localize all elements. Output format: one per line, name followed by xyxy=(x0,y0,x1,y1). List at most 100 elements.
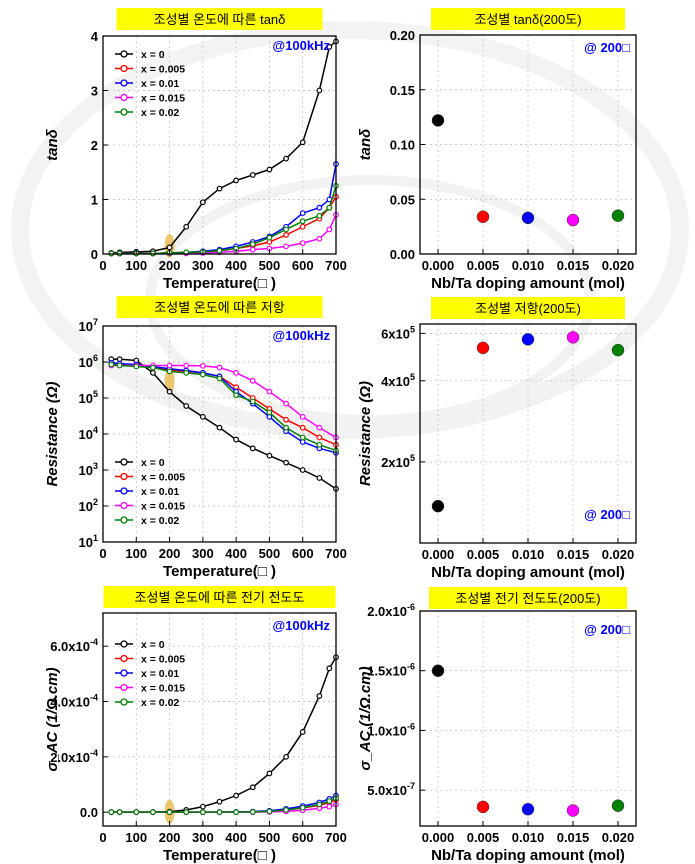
data-point xyxy=(521,333,535,346)
data-point xyxy=(316,204,323,211)
x-tick-label: 0.005 xyxy=(467,258,500,273)
x-tick-label: 700 xyxy=(325,258,347,273)
x-axis-label: Temperature(□ ) xyxy=(163,847,276,864)
legend-marker xyxy=(120,50,128,58)
chart-title-box xyxy=(429,587,627,609)
data-point xyxy=(316,801,323,808)
x-tick-label: 700 xyxy=(325,830,347,845)
y-tick-label: 0 xyxy=(91,247,98,262)
annotation-label: @ 200□ xyxy=(584,507,630,522)
x-tick-label: 200 xyxy=(159,830,181,845)
data-point xyxy=(611,799,625,812)
y-tick-label: 104 xyxy=(79,425,98,442)
legend-marker xyxy=(120,472,128,481)
data-point xyxy=(166,388,173,395)
series-4 xyxy=(108,361,339,454)
data-point xyxy=(183,809,190,816)
legend-marker xyxy=(120,108,128,116)
legend-marker xyxy=(120,64,128,73)
y-tick-label: 2 xyxy=(91,138,98,153)
data-point xyxy=(108,361,115,368)
annotation-label: @ 200□ xyxy=(584,622,630,637)
data-point xyxy=(150,364,156,371)
x-tick-label: 0.005 xyxy=(467,547,500,562)
x-tick-label: 100 xyxy=(125,546,147,561)
data-point xyxy=(316,235,323,242)
y-tick-label: 6.0x10-4 xyxy=(50,637,98,654)
x-tick-label: 0.015 xyxy=(557,830,590,845)
x-tick-label: 400 xyxy=(225,546,247,561)
legend-label: x = 0 xyxy=(141,49,165,61)
chart-panel-2: 조성별 tanδ(200도) 0.000 0.005 0.010 0.015 0.020 0… xyxy=(357,8,637,292)
x-axis-label: Nb/Ta doping amount (mol) xyxy=(431,564,625,581)
y-tick-label: 105 xyxy=(79,389,98,406)
x-tick-label: 200 xyxy=(159,546,181,561)
data-point xyxy=(299,804,306,811)
plot-frame xyxy=(102,612,337,827)
data-point xyxy=(166,368,173,375)
data-point xyxy=(150,369,156,376)
data-point xyxy=(249,172,256,178)
x-tick-label: 600 xyxy=(292,258,314,273)
x-tick-label: 400 xyxy=(225,830,247,845)
data-point xyxy=(299,223,306,230)
data-point xyxy=(476,210,490,224)
data-point xyxy=(233,177,240,184)
chart-panel-1: 조성별 온도에 따른 tanδ 0 100 200 300 400 500 600 700 0 1 2… xyxy=(44,8,347,292)
data-point xyxy=(266,452,273,459)
data-point xyxy=(116,362,123,369)
chart-title-box xyxy=(431,297,625,319)
x-axis-label: Temperature(□ ) xyxy=(163,563,276,580)
data-point xyxy=(299,413,306,420)
highlight-marker xyxy=(164,368,175,393)
data-point xyxy=(199,803,206,810)
data-point xyxy=(316,475,323,481)
legend-marker xyxy=(120,669,128,677)
data-point xyxy=(299,424,306,431)
x-tick-label: 300 xyxy=(192,258,214,273)
y-tick-label: 1 xyxy=(91,193,98,208)
chart-panel-6: 조성별 전기 전도도(200도) 0.000 0.005 0.010 0.015 0.02… xyxy=(357,587,637,864)
y-axis-label: Resistance (Ω) xyxy=(357,381,374,486)
data-point xyxy=(521,803,535,816)
chart-title: 조성별 온도에 따른 tanδ xyxy=(154,12,286,27)
chart-title: 조성별 온도에 따른 전기 전도도 xyxy=(135,590,305,605)
data-point xyxy=(249,784,256,791)
x-tick-label: 700 xyxy=(325,546,347,561)
legend: x = 0 x = 0.005 x = 0.01 x = 0.015 x = 0.02 xyxy=(115,639,185,709)
data-point xyxy=(566,213,580,227)
data-point xyxy=(249,445,256,452)
x-tick-label: 300 xyxy=(192,546,214,561)
data-point xyxy=(199,362,206,369)
plot-frame xyxy=(419,610,637,827)
legend-label: x = 0 xyxy=(141,457,165,469)
legend-marker xyxy=(120,93,128,102)
data-point xyxy=(316,212,323,219)
y-tick-label: 1.5x10-6 xyxy=(367,662,415,679)
chart-title: 조성별 tanδ(200도) xyxy=(474,12,581,27)
x-tick-label: 0.010 xyxy=(512,258,545,273)
legend-marker xyxy=(120,79,128,87)
grid xyxy=(102,613,337,826)
data-point xyxy=(150,809,156,816)
y-tick-label: 4 xyxy=(91,29,99,44)
x-axis-label: Nb/Ta doping amount (mol) xyxy=(431,275,625,292)
data-point xyxy=(316,424,323,431)
legend-marker xyxy=(120,516,128,524)
data-point xyxy=(233,392,240,399)
data-point xyxy=(166,809,173,816)
data-point xyxy=(183,362,190,369)
data-point xyxy=(233,809,240,816)
data-point xyxy=(266,166,273,173)
series-line xyxy=(111,797,337,813)
chart-title: 조성별 저항(200도) xyxy=(475,301,581,316)
legend-label: x = 0.015 xyxy=(141,501,185,513)
y-tick-label: 0.0 xyxy=(80,805,98,820)
legend-marker xyxy=(120,501,128,510)
y-tick-label: 4.0x10-4 xyxy=(50,693,98,710)
data-point xyxy=(326,204,333,211)
y-tick-label: 0.20 xyxy=(390,28,415,43)
data-point xyxy=(476,341,490,355)
data-point xyxy=(233,792,240,799)
